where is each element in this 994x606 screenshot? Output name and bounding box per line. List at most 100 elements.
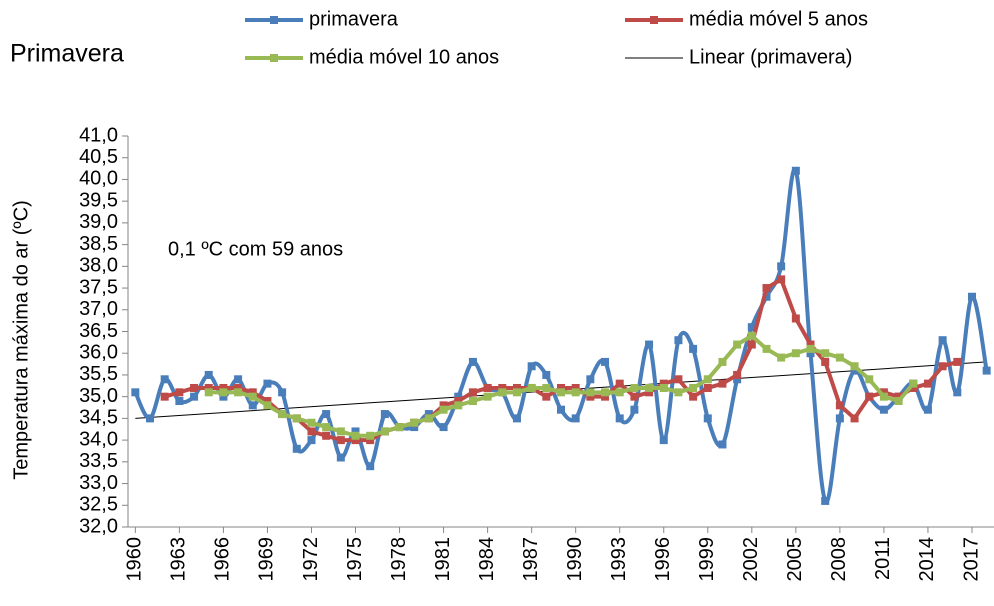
marker	[821, 349, 830, 358]
x-tick-label: 2002	[740, 537, 762, 582]
marker	[703, 414, 712, 423]
marker	[190, 392, 199, 401]
y-tick-label: 37,0	[79, 298, 118, 320]
marker	[879, 392, 888, 401]
marker	[454, 392, 463, 401]
marker	[791, 166, 800, 175]
y-tick-label: 36,0	[79, 342, 118, 364]
marker	[850, 414, 859, 423]
marker	[336, 453, 345, 462]
x-tick-label: 1993	[608, 537, 630, 582]
y-tick-label: 37,5	[79, 276, 118, 298]
x-tick-label: 1981	[432, 537, 454, 582]
marker	[322, 410, 331, 419]
marker	[571, 388, 580, 397]
marker	[366, 436, 375, 445]
marker	[982, 366, 991, 375]
y-tick-label: 38,5	[79, 233, 118, 255]
y-tick-label: 40,0	[79, 168, 118, 190]
marker	[336, 436, 345, 445]
marker	[615, 414, 624, 423]
x-tick-label: 2017	[960, 537, 982, 582]
marker	[806, 340, 815, 349]
marker	[542, 370, 551, 379]
marker	[278, 388, 287, 397]
marker	[307, 418, 316, 427]
marker	[923, 405, 932, 414]
marker	[586, 375, 595, 384]
marker	[747, 331, 756, 340]
marker	[865, 392, 874, 401]
marker	[762, 292, 771, 301]
marker	[894, 397, 903, 406]
marker	[483, 383, 492, 392]
legend-label: Linear (primavera)	[689, 46, 852, 68]
marker	[498, 383, 507, 392]
marker	[439, 405, 448, 414]
marker	[762, 344, 771, 353]
marker	[380, 410, 389, 419]
marker	[483, 392, 492, 401]
x-tick-label: 1984	[476, 537, 498, 582]
marker	[512, 383, 521, 392]
y-tick-label: 39,5	[79, 189, 118, 211]
marker	[630, 383, 639, 392]
marker	[175, 388, 184, 397]
marker	[733, 375, 742, 384]
marker	[248, 392, 257, 401]
marker	[703, 375, 712, 384]
marker	[527, 383, 536, 392]
marker	[263, 379, 272, 388]
marker	[703, 383, 712, 392]
marker	[615, 379, 624, 388]
marker	[380, 427, 389, 436]
marker	[645, 388, 654, 397]
marker	[806, 349, 815, 358]
marker	[850, 366, 859, 375]
marker	[586, 388, 595, 397]
marker	[160, 392, 169, 401]
marker	[747, 323, 756, 332]
x-tick-label: 1990	[564, 537, 586, 582]
marker	[571, 414, 580, 423]
marker	[659, 379, 668, 388]
marker	[351, 427, 360, 436]
marker	[777, 262, 786, 271]
marker	[601, 388, 610, 397]
marker	[263, 401, 272, 410]
marker	[307, 427, 316, 436]
legend-marker	[270, 16, 278, 24]
marker	[674, 388, 683, 397]
y-tick-label: 41,0	[79, 124, 118, 146]
marker	[909, 379, 918, 388]
marker	[689, 344, 698, 353]
marker	[953, 388, 962, 397]
marker	[542, 392, 551, 401]
marker	[909, 383, 918, 392]
x-tick-label: 1963	[168, 537, 190, 582]
marker	[601, 357, 610, 366]
marker	[322, 423, 331, 432]
marker	[468, 388, 477, 397]
marker	[689, 392, 698, 401]
marker	[938, 362, 947, 371]
marker	[674, 375, 683, 384]
marker	[718, 357, 727, 366]
marker	[835, 401, 844, 410]
marker	[219, 392, 228, 401]
marker	[659, 383, 668, 392]
y-tick-label: 40,5	[79, 146, 118, 168]
marker	[190, 383, 199, 392]
x-tick-label: 1969	[256, 537, 278, 582]
marker	[630, 405, 639, 414]
marker	[542, 383, 551, 392]
x-tick-label: 1966	[212, 537, 234, 582]
x-tick-label: 1960	[124, 537, 146, 582]
marker	[131, 388, 140, 397]
marker	[263, 397, 272, 406]
marker	[630, 392, 639, 401]
x-tick-label: 1999	[696, 537, 718, 582]
marker	[586, 392, 595, 401]
marker	[879, 405, 888, 414]
marker	[806, 344, 815, 353]
